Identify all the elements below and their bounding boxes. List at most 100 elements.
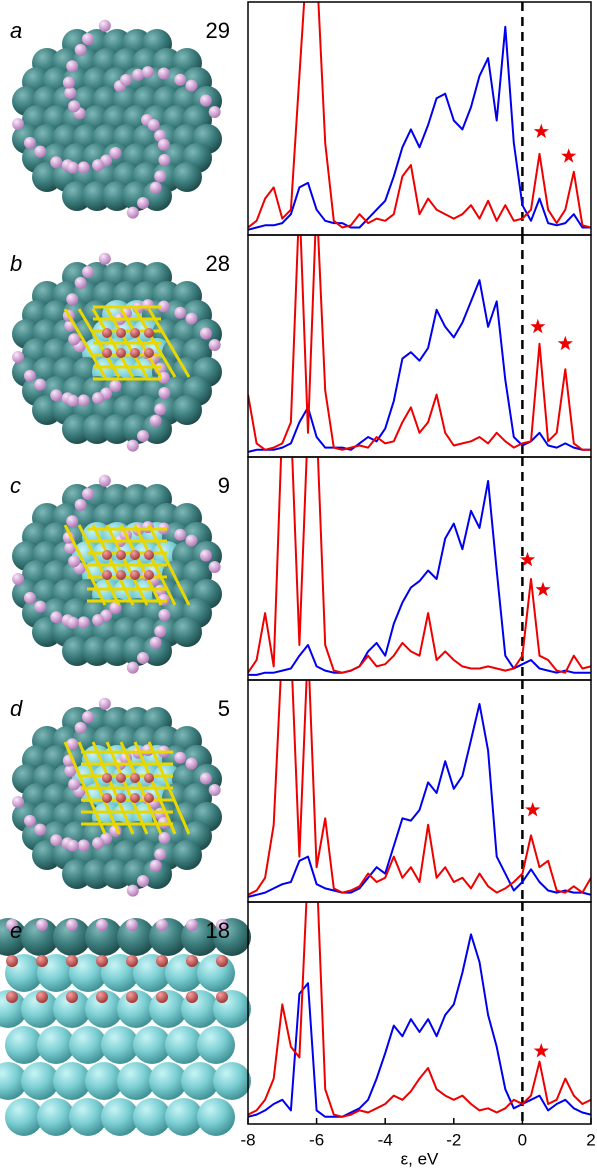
hydrogen <box>185 79 198 92</box>
hydrogen <box>74 43 87 56</box>
atom <box>181 1062 219 1100</box>
hydrogen <box>208 106 221 119</box>
hydrogen <box>98 697 111 710</box>
panel-number: 5 <box>218 696 230 721</box>
hydrogen <box>137 652 150 665</box>
hydrogen <box>81 33 94 46</box>
bond <box>147 308 191 378</box>
hydrogen <box>50 611 63 624</box>
star-marker <box>557 335 573 351</box>
oxygen <box>96 991 108 1003</box>
atom <box>21 1062 59 1100</box>
hydrogen <box>154 403 167 416</box>
atom <box>133 1026 171 1064</box>
atom <box>117 990 155 1028</box>
oxygen <box>216 955 228 967</box>
atom <box>133 1098 171 1136</box>
hydrogen <box>137 875 150 888</box>
star-marker <box>533 1043 549 1058</box>
oxygen <box>130 348 140 358</box>
panel-label: a <box>10 18 22 43</box>
oxygen <box>96 955 108 967</box>
hydrogen <box>199 772 212 785</box>
hydrogen <box>137 430 150 443</box>
hydrogen <box>208 561 221 574</box>
hydrogen <box>98 474 111 487</box>
atom <box>142 414 172 444</box>
atom <box>37 1026 75 1064</box>
hydrogen <box>208 784 221 797</box>
oxygen <box>6 955 18 967</box>
oxygen <box>116 550 126 560</box>
oxygen <box>130 773 140 783</box>
oxygen <box>116 773 126 783</box>
hydrogen <box>81 266 94 279</box>
hydrogen <box>149 414 162 427</box>
hydrogen <box>34 145 47 158</box>
oxygen <box>66 955 78 967</box>
oxygen <box>130 328 140 338</box>
hydrogen <box>98 19 111 32</box>
hydrogen <box>147 118 160 131</box>
bond <box>119 524 163 606</box>
hydrogen <box>77 839 90 852</box>
atom <box>213 1062 251 1100</box>
hydrogen <box>12 573 25 586</box>
hydrogen <box>92 614 105 627</box>
plot-area <box>248 2 591 235</box>
hydrogen <box>126 884 139 897</box>
hydrogen <box>92 159 105 172</box>
hydrogen <box>92 837 105 850</box>
hydrogen <box>158 386 171 399</box>
atom <box>101 1026 139 1064</box>
hydrogen <box>141 66 154 79</box>
atom <box>0 1062 27 1100</box>
structure-image <box>0 918 251 1136</box>
oxygen <box>6 991 18 1003</box>
star-marker <box>535 581 551 597</box>
hydrogen <box>109 146 122 159</box>
atom <box>172 840 202 870</box>
atom <box>165 1026 203 1064</box>
hydrogen <box>149 181 162 194</box>
hydrogen <box>12 796 25 809</box>
hydrogen <box>185 534 198 547</box>
oxygen <box>116 348 126 358</box>
star-marker <box>533 123 549 139</box>
oxygen <box>102 773 112 783</box>
hydrogen <box>120 74 133 87</box>
panel-label: d <box>10 696 23 721</box>
atom <box>53 1062 91 1100</box>
oxygen <box>144 550 154 560</box>
hydrogen <box>158 153 171 166</box>
panel-label: e <box>10 918 22 943</box>
hydrogen <box>174 306 187 319</box>
hydrogen <box>126 206 139 219</box>
hydrogen <box>50 389 63 402</box>
dos-line <box>248 457 591 674</box>
hydrogen <box>12 118 25 131</box>
hydrogen <box>157 138 170 151</box>
hydrogen <box>81 711 94 724</box>
hydrogen <box>66 293 79 306</box>
oxygen <box>126 991 138 1003</box>
atom <box>85 1062 123 1100</box>
atom <box>117 1062 155 1100</box>
panel-number: 18 <box>206 918 230 943</box>
oxygen <box>116 570 126 580</box>
dos-line <box>248 480 591 676</box>
oxygen <box>102 570 112 580</box>
x-tick-label: -4 <box>378 1130 393 1149</box>
x-tick-label: -2 <box>446 1130 461 1149</box>
hydrogen <box>34 378 47 391</box>
x-tick-label: -8 <box>240 1130 255 1149</box>
bond <box>133 308 177 378</box>
hydrogen <box>66 394 79 407</box>
x-tick-label: 0 <box>518 1130 527 1149</box>
hydrogen <box>68 778 81 791</box>
hydrogen <box>126 919 138 931</box>
hydrogen <box>66 616 79 629</box>
oxygen <box>130 570 140 580</box>
dos-line <box>248 902 591 1118</box>
